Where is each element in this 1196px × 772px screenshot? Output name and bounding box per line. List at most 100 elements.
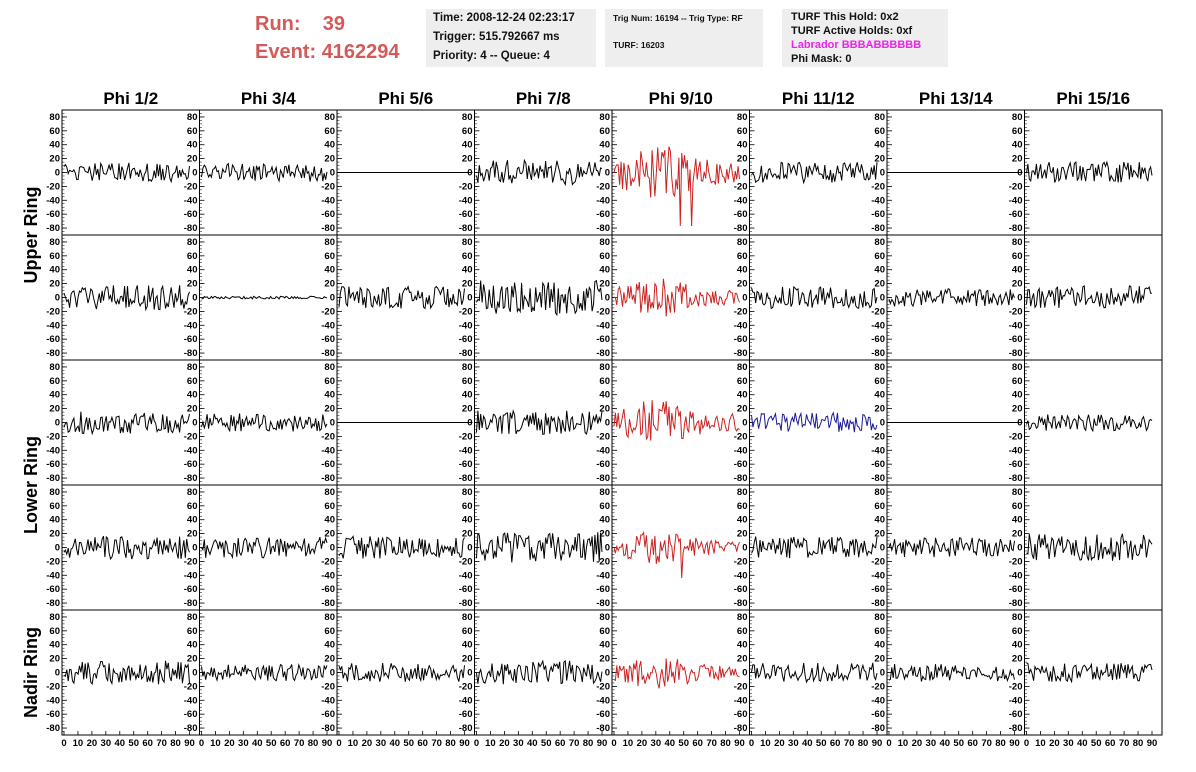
x-tick-label: 90 [597,738,608,749]
x-tick-label: 20 [774,738,785,749]
y-tick-label: 80 [462,237,473,248]
y-tick-label: 20 [599,279,610,290]
y-tick-label: 20 [324,154,335,165]
y-tick-label: 20 [49,654,60,665]
waveform-trace [1026,414,1153,433]
y-tick-label: 40 [599,640,610,651]
y-tick-label: 20 [1012,529,1023,540]
y-tick-label: -40 [1009,695,1023,706]
waveform-trace [751,161,878,185]
run-label: Run: [255,13,301,35]
y-tick-label: -60 [871,209,885,220]
y-tick-label: 40 [737,515,748,526]
y-tick-label: -40 [459,445,473,456]
y-tick-label: -40 [459,195,473,206]
y-tick-label: -40 [459,570,473,581]
y-tick-label: -80 [184,598,198,609]
y-tick-label: 60 [187,501,198,512]
y-tick-label: 80 [1012,612,1023,623]
y-tick-label: 20 [1012,154,1023,165]
y-tick-label: -20 [596,681,610,692]
x-tick-label: 70 [844,738,855,749]
y-tick-label: -20 [46,306,60,317]
y-tick-label: -20 [596,431,610,442]
y-tick-label: -20 [46,431,60,442]
waveform-trace [888,537,1015,558]
y-tick-label: 0 [605,293,610,304]
y-tick-label: -80 [459,473,473,484]
waveform-trace [201,536,328,559]
y-tick-label: 20 [462,154,473,165]
x-tick-label: 90 [1009,738,1020,749]
x-tick-label: 70 [294,738,305,749]
y-tick-label: 0 [192,543,197,554]
y-tick-label: 40 [1012,640,1023,651]
waveform-trace [338,535,465,559]
y-tick-label: -60 [1009,334,1023,345]
y-tick-label: -80 [1009,348,1023,359]
x-tick-label: 80 [308,738,319,749]
y-tick-label: -40 [321,445,335,456]
x-tick-label: 0 [749,738,754,749]
y-tick-label: -60 [1009,459,1023,470]
y-tick-label: -40 [1009,195,1023,206]
y-tick-label: -60 [734,209,748,220]
waveform-trace [1026,285,1153,309]
panel-frame [61,234,200,361]
y-tick-label: -80 [459,223,473,234]
y-tick-label: 60 [49,626,60,637]
y-tick-label: 20 [187,654,198,665]
y-tick-label: 80 [874,237,885,248]
waveform-trace [476,532,603,563]
y-tick-label: -60 [321,209,335,220]
y-tick-label: -80 [46,598,60,609]
x-tick-label: 60 [142,738,153,749]
y-tick-label: 0 [55,543,60,554]
y-tick-label: 80 [462,362,473,373]
y-tick-label: -80 [871,598,885,609]
y-tick-label: -40 [321,695,335,706]
y-tick-label: 60 [737,251,748,262]
y-tick-label: 40 [324,140,335,151]
y-tick-label: -60 [871,709,885,720]
trigger-line: Trigger: 515.792667 ms [433,31,560,43]
y-tick-label: -80 [734,473,748,484]
y-tick-label: -20 [46,181,60,192]
waveform-trace [613,400,740,441]
y-tick-label: -80 [596,723,610,734]
panel-frame [886,234,1025,361]
y-tick-label: -20 [459,556,473,567]
y-tick-label: 40 [187,390,198,401]
y-tick-label: 60 [737,126,748,137]
y-tick-label: 0 [330,418,335,429]
x-tick-label: 80 [583,738,594,749]
y-tick-label: -80 [596,598,610,609]
y-tick-label: -80 [734,723,748,734]
run-value: 39 [322,13,346,35]
y-tick-label: -40 [184,445,198,456]
waveform-trace [63,535,190,561]
y-tick-label: 20 [49,404,60,415]
y-tick-label: 40 [462,640,473,651]
y-tick-label: -80 [46,723,60,734]
x-tick-label: 70 [156,738,167,749]
y-tick-label: 60 [737,501,748,512]
y-tick-label: -60 [596,709,610,720]
x-tick-label: 10 [210,738,221,749]
y-tick-label: 80 [599,487,610,498]
y-tick-label: 80 [49,362,60,373]
y-tick-label: 0 [1017,168,1022,179]
y-tick-label: -60 [184,334,198,345]
waveform-trace [476,279,603,317]
y-tick-label: 60 [1012,251,1023,262]
x-tick-label: 10 [760,738,771,749]
y-tick-label: 80 [1012,112,1023,123]
waveform-trace [63,161,190,184]
y-tick-label: 40 [737,140,748,151]
y-tick-label: 20 [599,154,610,165]
y-tick-label: 60 [599,126,610,137]
y-tick-label: -80 [46,348,60,359]
y-tick-label: 60 [874,501,885,512]
y-tick-label: 60 [1012,501,1023,512]
x-tick-label: 50 [816,738,827,749]
